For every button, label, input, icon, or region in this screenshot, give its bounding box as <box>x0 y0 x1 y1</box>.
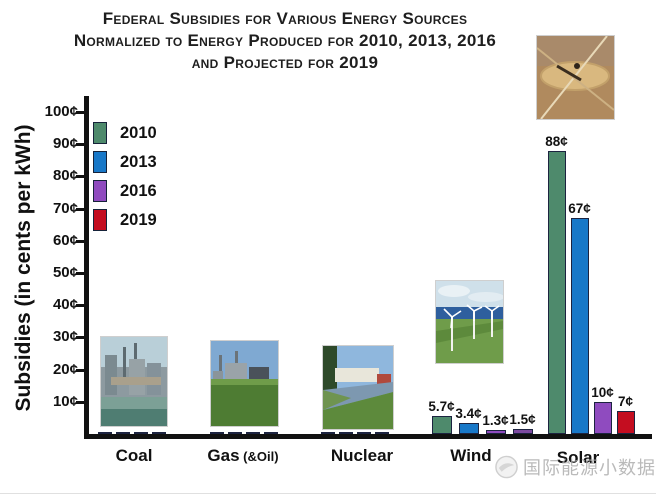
y-tick-label-30: 30¢ <box>52 328 78 346</box>
y-tick-label-50: 50¢ <box>52 264 78 281</box>
x-axis-label-text: Coal <box>115 446 153 465</box>
gas-plant-photo <box>210 340 279 427</box>
chart-title-line2: Normalized to Energy Produced for 2010, … <box>73 31 497 50</box>
y-tick-label-100: 100¢ <box>44 103 78 120</box>
y-axis-line <box>84 96 89 439</box>
bar-value-label-solar-2016: 10¢ <box>591 385 614 400</box>
bar-solar-2013 <box>570 218 589 434</box>
y-tick-mark-50 <box>76 272 85 275</box>
bar-value-label-solar-2013: 67¢ <box>568 201 591 216</box>
nuclear-plant-photo <box>322 345 394 430</box>
x-axis-label-wind: Wind <box>411 446 531 466</box>
legend-label-2016: 2016 <box>120 182 157 200</box>
bar-wind-2016 <box>485 430 506 434</box>
bar-coal-2019 <box>152 432 166 434</box>
legend-swatch-2016 <box>93 180 107 202</box>
y-tick-mark-90 <box>76 143 85 147</box>
bar-solar-2016 <box>593 402 612 434</box>
y-tick-label-10: 10¢ <box>52 392 78 410</box>
y-tick-mark-60 <box>76 239 85 243</box>
y-tick-mark-40 <box>76 304 85 308</box>
x-axis-label-text: Gas <box>207 446 240 465</box>
legend-label-2019: 2019 <box>120 211 157 229</box>
x-axis-label-coal: Coal <box>74 446 194 466</box>
y-tick-mark-70 <box>76 207 85 211</box>
bar-nuclear-2010 <box>321 432 335 434</box>
x-axis-line <box>84 434 652 439</box>
bar-value-label-wind-2013: 3.4¢ <box>455 406 482 421</box>
x-axis-label-gas: Gas (&Oil) <box>183 446 303 466</box>
y-tick-mark-10 <box>76 400 85 404</box>
bar-value-label-wind-2019: 1.5¢ <box>509 412 536 427</box>
bar-wind-2010 <box>431 416 452 434</box>
watermark-text: 国际能源小数据 <box>523 458 656 478</box>
x-axis-label-solar: Solar <box>518 448 638 468</box>
bar-solar-2010 <box>547 151 566 434</box>
x-axis-label-text: Solar <box>556 448 600 467</box>
watermark: 国际能源小数据 <box>494 452 656 482</box>
bar-wind-2019 <box>512 429 533 434</box>
x-axis-label-text: Wind <box>450 446 492 465</box>
y-tick-label-20: 20¢ <box>52 360 78 378</box>
bar-gas-oil-2016 <box>246 432 260 434</box>
bar-nuclear-2016 <box>357 432 371 434</box>
bar-wind-2013 <box>458 423 479 434</box>
bar-gas-oil-2010 <box>210 432 224 434</box>
y-tick-label-90: 90¢ <box>52 135 78 153</box>
bar-value-label-wind-2010: 5.7¢ <box>428 399 455 414</box>
legend-swatch-2010 <box>93 122 107 144</box>
legend-swatch-2013 <box>93 151 107 173</box>
chart-title-line3: and Projected for 2019 <box>191 53 379 72</box>
y-tick-mark-20 <box>76 368 85 372</box>
bar-gas-oil-2013 <box>228 432 242 434</box>
y-tick-mark-30 <box>76 336 85 340</box>
solar-farm-photo <box>536 35 615 120</box>
y-tick-mark-80 <box>76 175 85 179</box>
x-axis-label-nuclear: Nuclear <box>302 446 422 466</box>
x-axis-label-text: Nuclear <box>330 446 394 465</box>
bar-gas-oil-2019 <box>264 432 278 434</box>
y-tick-label-40: 40¢ <box>52 296 78 314</box>
bar-coal-2013 <box>116 432 130 434</box>
legend-label-2010: 2010 <box>120 124 157 142</box>
y-tick-label-80: 80¢ <box>52 167 78 185</box>
watermark-logo <box>495 455 518 479</box>
x-axis-label-suffix: (&Oil) <box>239 449 279 464</box>
bar-nuclear-2019 <box>375 432 389 434</box>
bar-nuclear-2013 <box>339 432 353 434</box>
legend-label-2013: 2013 <box>120 153 157 171</box>
bar-solar-2019 <box>616 411 635 434</box>
chart-title: Federal Subsidies for Various Energy Sou… <box>30 8 540 74</box>
bar-value-label-wind-2016: 1.3¢ <box>482 413 509 428</box>
y-tick-mark-100 <box>76 111 85 114</box>
wind-turbines-photo <box>435 280 504 364</box>
bar-coal-2016 <box>134 432 148 434</box>
chart-title-line1: Federal Subsidies for Various Energy Sou… <box>102 9 468 28</box>
bar-value-label-solar-2010: 88¢ <box>545 134 568 149</box>
y-tick-label-60: 60¢ <box>52 231 78 249</box>
bar-coal-2010 <box>98 432 112 434</box>
y-tick-label-70: 70¢ <box>52 199 78 217</box>
coal-plant-photo <box>100 336 168 427</box>
bar-value-label-solar-2019: 7¢ <box>617 394 634 409</box>
legend-swatch-2019 <box>93 209 107 231</box>
